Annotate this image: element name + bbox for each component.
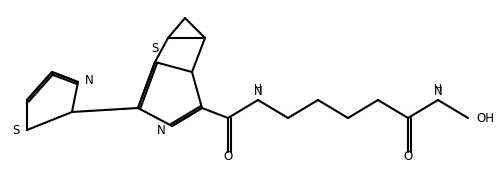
Text: N: N — [157, 124, 166, 137]
Text: N: N — [254, 85, 262, 98]
Text: N: N — [434, 85, 442, 98]
Text: H: H — [254, 84, 262, 94]
Text: S: S — [152, 42, 158, 55]
Text: H: H — [434, 84, 442, 94]
Text: N: N — [85, 74, 94, 87]
Text: OH: OH — [476, 111, 494, 124]
Text: O: O — [224, 151, 232, 164]
Text: S: S — [12, 124, 20, 137]
Text: O: O — [404, 151, 412, 164]
